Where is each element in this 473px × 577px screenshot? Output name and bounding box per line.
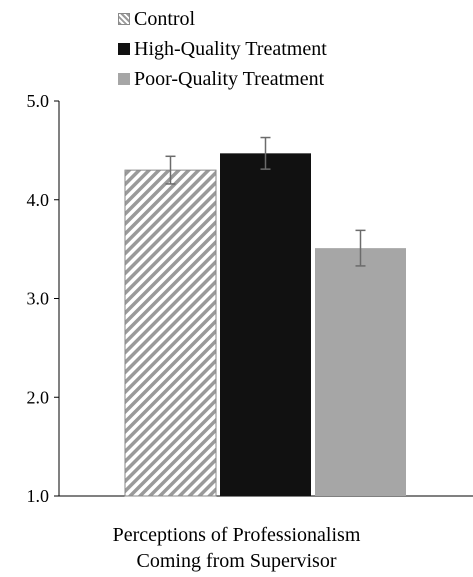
legend-swatch-poor-quality — [118, 73, 130, 85]
y-tick-label: 4.0 — [27, 190, 50, 210]
legend-item-poor-quality: Poor-Quality Treatment — [118, 64, 327, 94]
bar-control — [124, 169, 217, 497]
x-axis-label-line-2: Coming from Supervisor — [136, 550, 337, 572]
y-tick-label: 2.0 — [27, 387, 50, 407]
bar-poor-quality-treatment — [315, 248, 406, 496]
y-tick-label: 5.0 — [27, 91, 50, 111]
x-axis-label: Perceptions of Professionalism Coming fr… — [0, 522, 473, 574]
legend-item-control: Control — [118, 4, 327, 34]
legend-label-control: Control — [134, 7, 196, 30]
legend-swatch-control — [118, 13, 130, 25]
bar-high-quality-treatment — [220, 153, 311, 496]
y-tick-label: 1.0 — [27, 486, 50, 506]
legend: Control High-Quality Treatment Poor-Qual… — [118, 4, 327, 94]
legend-label-poor-quality: Poor-Quality Treatment — [134, 67, 325, 90]
x-axis-label-line-1: Perceptions of Professionalism — [112, 524, 361, 546]
legend-swatch-high-quality — [118, 43, 130, 55]
legend-item-high-quality: High-Quality Treatment — [118, 34, 327, 64]
y-tick-label: 3.0 — [27, 289, 50, 309]
legend-label-high-quality: High-Quality Treatment — [134, 37, 327, 60]
